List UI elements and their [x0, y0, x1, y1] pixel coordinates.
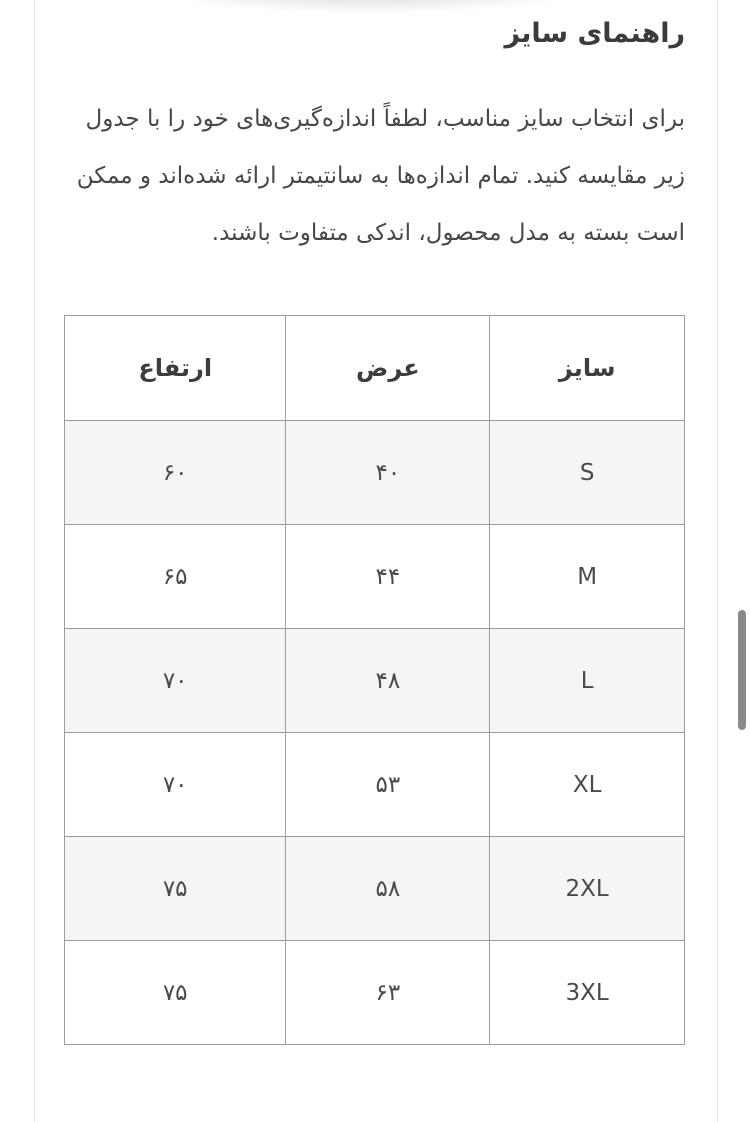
- table-cell-height: ۶۰: [63, 420, 287, 526]
- table-cell-width: ۶۳: [285, 940, 491, 1046]
- table-cell-height: ۷۰: [63, 628, 287, 734]
- table-cell-width: ۴۸: [285, 628, 491, 734]
- table-header-row: سایز عرض ارتفاع: [63, 315, 685, 422]
- table-cell-size: S: [489, 420, 685, 526]
- top-sheet-shadow: [155, 0, 585, 14]
- table-row: 2XL ۵۸ ۷۵: [63, 836, 685, 942]
- page-title: راهنمای سایز: [504, 18, 685, 49]
- table-body: S ۴۰ ۶۰ M ۴۴ ۶۵ L ۴۸ ۷۰ XL ۵۳ ۷۰ 2XL ۵۸ ۷۵ 3XL ۶۳ ۷۵: [63, 420, 685, 1046]
- table-cell-height: ۶۵: [63, 524, 287, 630]
- size-guide-panel: راهنمای سایز برای انتخاب سایز مناسب، لطف…: [34, 0, 718, 1122]
- table-row: XL ۵۳ ۷۰: [63, 732, 685, 838]
- table-cell-width: ۴۰: [285, 420, 491, 526]
- column-header-height: ارتفاع: [63, 315, 287, 422]
- table-cell-height: ۷۵: [63, 940, 287, 1046]
- column-header-width: عرض: [285, 315, 491, 422]
- table-cell-height: ۷۰: [63, 732, 287, 838]
- size-guide-content: راهنمای سایز برای انتخاب سایز مناسب، لطف…: [35, 16, 717, 1046]
- table-cell-width: ۵۳: [285, 732, 491, 838]
- size-guide-description: برای انتخاب سایز مناسب، لطفاً اندازه‌گیر…: [76, 106, 685, 247]
- table-row: L ۴۸ ۷۰: [63, 628, 685, 734]
- table-cell-size: 3XL: [489, 940, 685, 1046]
- size-table: سایز عرض ارتفاع S ۴۰ ۶۰ M ۴۴ ۶۵ L ۴۸ ۷۰ XL ۵۳ ۷۰ 2XL…: [63, 315, 685, 1046]
- table-cell-size: 2XL: [489, 836, 685, 942]
- table-cell-width: ۴۴: [285, 524, 491, 630]
- table-cell-width: ۵۸: [285, 836, 491, 942]
- vertical-scrollbar-thumb[interactable]: [738, 610, 746, 730]
- table-row: M ۴۴ ۶۵: [63, 524, 685, 630]
- table-cell-size: XL: [489, 732, 685, 838]
- table-cell-height: ۷۵: [63, 836, 287, 942]
- table-row: S ۴۰ ۶۰: [63, 420, 685, 526]
- table-cell-size: L: [489, 628, 685, 734]
- table-row: 3XL ۶۳ ۷۵: [63, 940, 685, 1046]
- table-cell-size: M: [489, 524, 685, 630]
- column-header-size: سایز: [489, 315, 685, 422]
